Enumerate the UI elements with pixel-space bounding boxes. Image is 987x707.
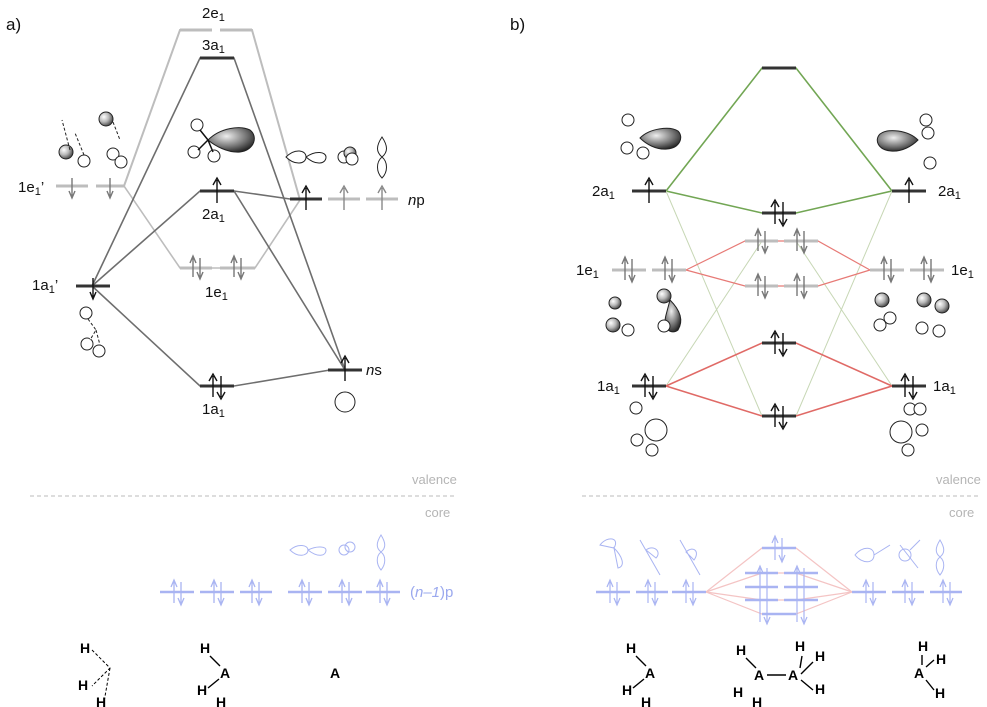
panel-a-orbital-sketches	[58, 111, 387, 413]
panel-b-label: b)	[510, 15, 525, 34]
panel-a-label: a)	[6, 15, 21, 34]
panel-a-labels: 2e1 3a1 2a1 1e1 1a1 1e1’ 1a1’ np ns	[18, 5, 425, 420]
label-b-left-1a1: 1a1	[597, 378, 620, 397]
svg-text:H: H	[733, 684, 743, 700]
svg-text:H: H	[78, 677, 88, 693]
panel-a-structures: H H H H A H H A	[78, 640, 340, 707]
valence-label-b: valence	[936, 472, 981, 487]
valence-label-a: valence	[412, 472, 457, 487]
label-b-right-2a1: 2a1	[938, 183, 961, 202]
panel-a-levels	[56, 28, 398, 388]
label-1e1-prime: 1e1’	[18, 179, 44, 198]
svg-text:H: H	[641, 694, 651, 707]
svg-text:A: A	[330, 665, 340, 681]
svg-text:H: H	[96, 694, 106, 707]
label-1a1: 1a1	[202, 401, 225, 420]
svg-text:H: H	[197, 682, 207, 698]
core-label-a: core	[425, 505, 450, 520]
svg-text:A: A	[754, 667, 764, 683]
svg-text:H: H	[216, 694, 226, 707]
svg-text:H: H	[815, 648, 825, 664]
core-label-b: core	[949, 505, 974, 520]
label-np: np	[408, 192, 425, 209]
svg-text:H: H	[626, 640, 636, 656]
svg-text:H: H	[935, 685, 945, 701]
svg-text:H: H	[200, 640, 210, 656]
svg-text:H: H	[622, 682, 632, 698]
svg-text:A: A	[645, 665, 655, 681]
svg-text:H: H	[815, 681, 825, 697]
svg-text:A: A	[220, 665, 230, 681]
svg-text:H: H	[80, 640, 90, 656]
label-2e1: 2e1	[202, 5, 225, 24]
svg-text:H: H	[918, 638, 928, 654]
label-b-left-2a1: 2a1	[592, 183, 615, 202]
panel-b-core	[596, 534, 962, 626]
label-1a1-prime: 1a1’	[32, 277, 58, 296]
core-label-n-1-p: (n–1)p	[410, 584, 453, 601]
panel-b-electrons	[621, 176, 935, 431]
label-2a1: 2a1	[202, 206, 225, 225]
panel-b-connectors	[665, 67, 893, 417]
label-1e1: 1e1	[205, 284, 228, 303]
svg-text:A: A	[914, 665, 924, 681]
panel-b-labels: 2a1 2a1 1e1 1e1 1a1 1a1	[576, 183, 974, 397]
panel-a-electrons	[68, 176, 387, 401]
panel-b-levels	[612, 66, 944, 418]
label-3a1: 3a1	[202, 37, 225, 56]
svg-text:H: H	[795, 638, 805, 654]
panel-a-core-levels	[160, 534, 400, 607]
label-b-left-1e1: 1e1	[576, 262, 599, 281]
panel-b-orbital-sketches	[605, 113, 950, 457]
svg-text:H: H	[936, 651, 946, 667]
label-b-right-1a1: 1a1	[933, 378, 956, 397]
label-b-right-1e1: 1e1	[951, 262, 974, 281]
svg-text:H: H	[752, 694, 762, 707]
svg-text:A: A	[788, 667, 798, 683]
svg-text:H: H	[736, 642, 746, 658]
panel-b-structures: H A H H H A A H H H H H H H A H	[622, 638, 946, 707]
label-ns: ns	[366, 362, 382, 379]
